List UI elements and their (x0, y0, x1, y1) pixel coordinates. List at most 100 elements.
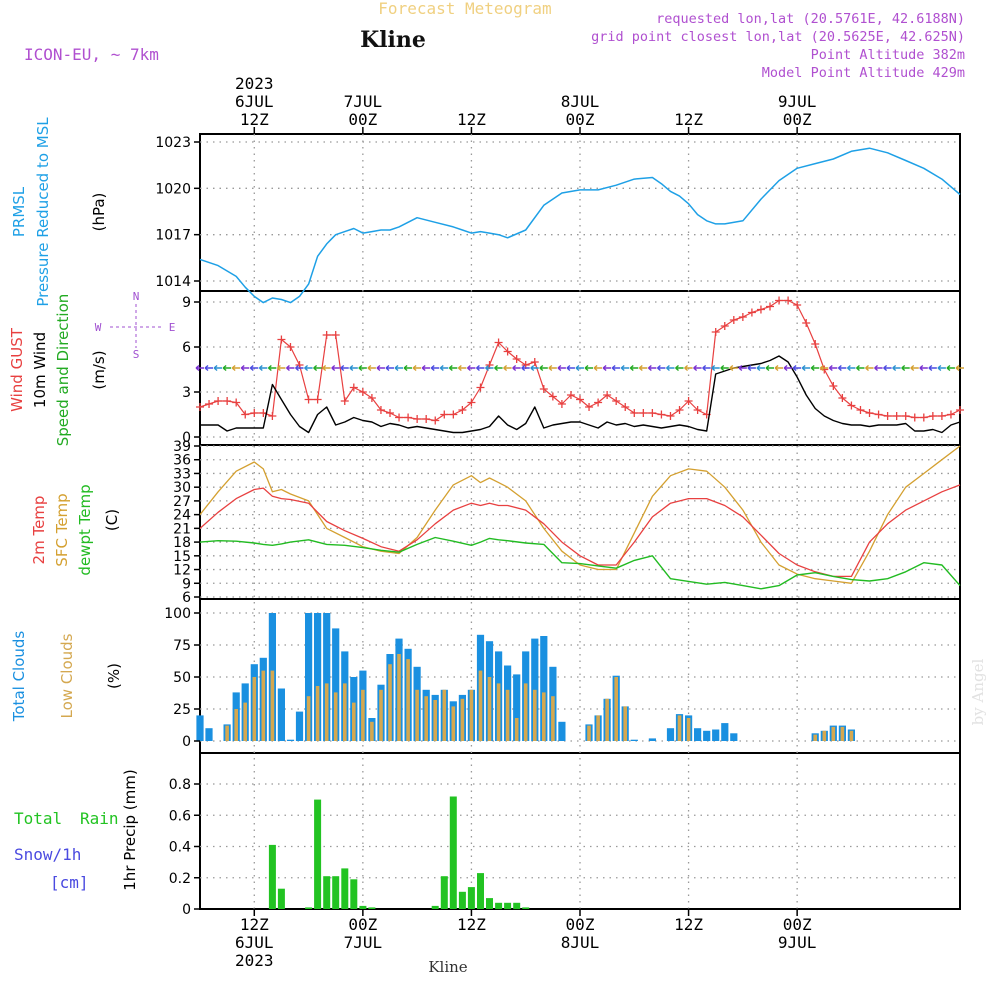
low-cloud-bar (813, 734, 817, 741)
wind-10m-label: 10m Wind (31, 332, 49, 408)
gust-point (494, 338, 503, 347)
temperature-y-tick-label: 12 (173, 563, 191, 579)
wind-direction-arrow (313, 364, 322, 372)
gust-point (395, 413, 404, 422)
low-cloud-bar (840, 726, 845, 741)
wind-direction-arrow (367, 364, 376, 372)
watermark: by Angel (969, 658, 987, 725)
bottom-time-label: 12Z (674, 915, 703, 934)
low-cloud-bar (460, 698, 465, 741)
gust-point (539, 385, 548, 393)
wind-direction-arrow (892, 364, 901, 372)
temperature-y-tick-label: 6 (182, 590, 191, 606)
gust-point (675, 406, 684, 414)
low-cloud-bar (424, 696, 428, 741)
wind-direction-arrow (937, 364, 946, 372)
wind-direction-arrow (267, 364, 277, 372)
gust-point (331, 331, 340, 339)
gust-point (865, 409, 874, 417)
low-cloud-bar (451, 706, 456, 741)
gust-point (304, 395, 313, 404)
wind-direction-arrow (584, 364, 594, 372)
gust-point (802, 319, 811, 327)
gust-point (566, 391, 575, 399)
panel-frames (199, 133, 961, 910)
gust-point (621, 403, 630, 411)
gust-point (313, 395, 322, 404)
low-cloud-bar (677, 715, 682, 741)
total-cloud-bar (332, 628, 340, 741)
total-cloud-bar (558, 721, 566, 741)
wind-direction-arrow (412, 364, 422, 372)
bottom-time-label: 6JUL (235, 933, 274, 952)
total-cloud-bar (277, 688, 285, 741)
temperature-y-tick-label: 9 (182, 576, 191, 592)
low-cloud-bar (361, 689, 365, 741)
pressure-y-tick-label: 1014 (155, 274, 191, 290)
temperature-y-tick-label: 18 (173, 535, 191, 551)
top-time-label: 00Z (783, 110, 812, 129)
rain-bar (314, 799, 322, 909)
gust-point (666, 412, 675, 420)
gust-point (775, 296, 784, 305)
gust-point (630, 409, 639, 417)
temperature-y-tick-label: 27 (173, 494, 191, 510)
wind-direction-arrow (494, 364, 503, 372)
temperature-y-tick-label: 36 (173, 453, 191, 469)
wind-direction-arrow (575, 364, 584, 372)
wind-direction-arrow (602, 364, 612, 372)
gust-point (286, 343, 295, 351)
rain-bar (323, 876, 331, 909)
pressure-unit: (hPa) (90, 193, 108, 232)
wind-direction-arrow (304, 364, 313, 372)
total-cloud-bar (305, 613, 313, 741)
wind-direction-arrow (656, 364, 666, 372)
wind-direction-arrow (819, 364, 829, 372)
wind-direction-arrow (258, 364, 268, 372)
low-cloud-bar (623, 706, 627, 741)
requested-point: requested lon,lat (20.5761E, 42.6188N) (656, 11, 965, 27)
precip-total-label: Total (14, 809, 62, 828)
wind-direction-arrow (611, 364, 621, 372)
gust-point (612, 397, 621, 405)
gust-point (874, 410, 883, 419)
gust-point (530, 358, 539, 366)
gust-point (250, 409, 259, 417)
total-cloud-bar (513, 674, 521, 741)
top-time-label: 6JUL (235, 92, 274, 111)
wind-compass: N W E S (95, 290, 176, 361)
low-cloud-bar (352, 702, 356, 741)
low-cloud-bar (605, 698, 609, 741)
wind-y-tick-label: 6 (182, 340, 191, 356)
low-cloud-bar (487, 677, 492, 741)
temperature-y-tick-label: 30 (173, 480, 191, 496)
clouds-y-tick-label: 0 (182, 734, 191, 750)
precip-unit: 1hr Precip (mm) (121, 769, 139, 890)
gust-point (747, 308, 756, 317)
gust-point (431, 416, 440, 425)
temperature-y-tick-label: 15 (173, 549, 191, 565)
wind-direction-arrow (204, 364, 214, 372)
gust-point (793, 301, 802, 309)
low-cloud-bar (542, 692, 546, 741)
wind-direction-arrow (638, 364, 648, 372)
wind-direction-arrow (539, 364, 548, 372)
temperature-y-tick-label: 33 (173, 466, 191, 482)
wind-direction-arrow (385, 364, 394, 372)
precip-snow-label: Snow/1h (14, 845, 81, 864)
pressure-y-tick-label: 1017 (155, 228, 191, 244)
gust-point (648, 409, 657, 417)
wind-direction-arrow (521, 364, 530, 372)
wind-direction-arrow (240, 364, 250, 372)
gust-point (467, 398, 476, 407)
gust-point (892, 412, 901, 420)
gust-point (585, 403, 594, 411)
total-cloud-bar (730, 733, 738, 741)
low-cloud-bar (306, 696, 311, 741)
wind-y-tick-label: 3 (182, 385, 191, 401)
rain-bar (504, 902, 512, 910)
wind-unit: (m/s) (90, 350, 108, 389)
gust-point (386, 409, 394, 417)
wind-direction-arrow (919, 364, 928, 372)
low-cloud-bar (270, 670, 275, 741)
